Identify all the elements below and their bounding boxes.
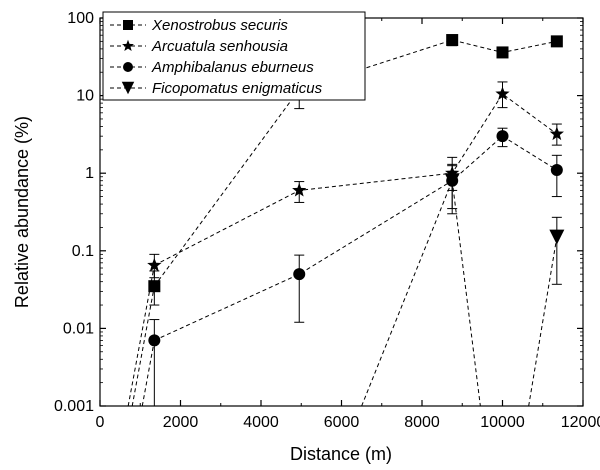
legend-box xyxy=(102,11,366,101)
data-point xyxy=(550,163,563,176)
data-point xyxy=(148,334,161,347)
legend-label: Amphibalanus eburneus xyxy=(151,59,314,76)
series-segment xyxy=(451,180,481,407)
data-point xyxy=(444,173,460,189)
data-point xyxy=(148,280,161,293)
data-point xyxy=(496,46,509,59)
y-axis: 0.001 0.01 0.1 1 10 100 xyxy=(54,10,583,415)
y-tick-label: 0.001 xyxy=(54,398,94,415)
y-tick-label: 0.01 xyxy=(63,320,94,337)
legend: Xenostrobus securis Arcuatula senhousia Am… xyxy=(102,11,366,101)
y-tick-label: 10 xyxy=(76,88,94,105)
legend-label: Ficopomatus enigmaticus xyxy=(152,80,323,97)
series-lead-in xyxy=(141,340,155,407)
y-tick-label: 100 xyxy=(67,10,94,27)
data-point xyxy=(147,257,162,272)
series-segment xyxy=(361,180,453,407)
data-point xyxy=(292,182,307,197)
x-axis-title: Distance (m) xyxy=(290,444,392,464)
legend-marker xyxy=(123,20,133,30)
x-tick-label: 6000 xyxy=(324,414,360,431)
data-point xyxy=(446,34,459,47)
y-tick-label: 1 xyxy=(85,165,94,182)
series-layer xyxy=(127,34,565,407)
legend-marker xyxy=(122,39,134,52)
x-tick-label: 0 xyxy=(96,414,105,431)
data-point xyxy=(495,86,510,101)
data-point xyxy=(293,268,306,281)
series-line xyxy=(154,135,558,341)
data-point xyxy=(550,35,563,48)
series-2 xyxy=(141,127,563,407)
x-tick-label: 8000 xyxy=(404,414,440,431)
x-tick-label: 2000 xyxy=(163,414,199,431)
data-point xyxy=(496,130,509,143)
series-segment xyxy=(528,237,558,407)
legend-label: Arcuatula senhousia xyxy=(151,38,288,55)
legend-marker xyxy=(121,81,135,95)
data-point xyxy=(549,126,564,141)
y-tick-label: 0.1 xyxy=(72,243,94,260)
data-point xyxy=(549,229,565,245)
series-line xyxy=(153,39,557,287)
legend-label: Xenostrobus securis xyxy=(151,17,288,34)
y-axis-title: Relative abundance (%) xyxy=(12,116,32,308)
legend-marker xyxy=(123,62,133,72)
series-lead-in xyxy=(127,265,155,407)
x-tick-label: 4000 xyxy=(243,414,279,431)
series-1 xyxy=(127,81,564,407)
series-3 xyxy=(361,165,565,407)
series-lead-in xyxy=(131,286,155,407)
x-tick-label: 10000 xyxy=(480,414,525,431)
